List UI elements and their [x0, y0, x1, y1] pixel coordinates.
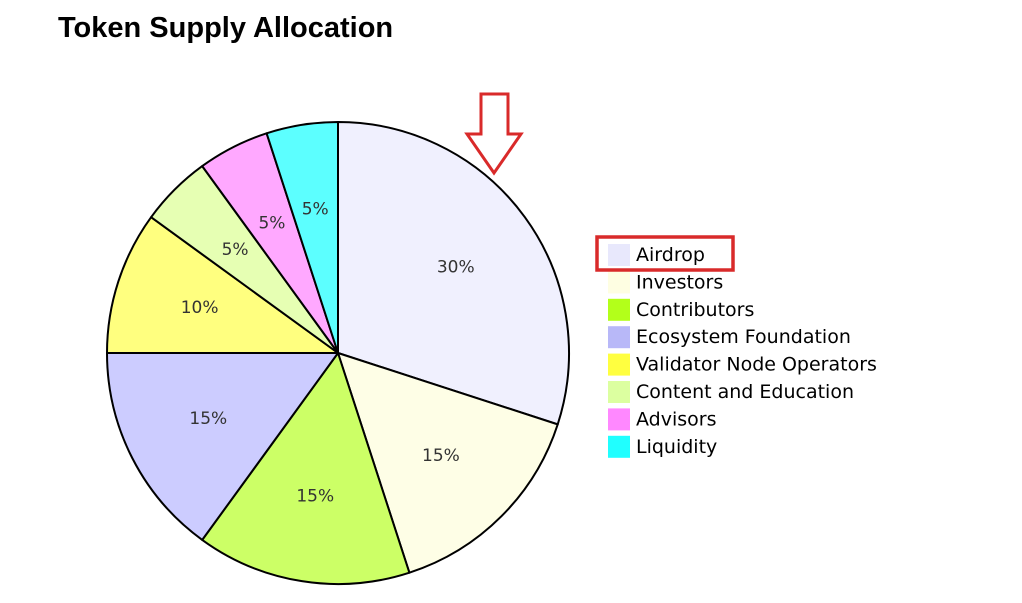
legend-label-validator-node-operators: Validator Node Operators [636, 354, 877, 376]
legend-swatch-advisors [608, 408, 630, 431]
legend-label-investors: Investors [636, 271, 723, 293]
slice-label-ecosystem-foundation: 15% [189, 409, 227, 429]
legend-swatch-airdrop [608, 244, 630, 266]
legend-label-content-and-education: Content and Education [636, 381, 854, 403]
slice-label-airdrop: 30% [437, 257, 475, 277]
legend-swatch-investors [608, 271, 630, 294]
legend-swatch-liquidity [608, 435, 630, 458]
pie-slice-contributors [201, 352, 411, 585]
pie-slice-liquidity [265, 121, 339, 354]
legend-label-contributors: Contributors [636, 299, 754, 321]
legend-swatch-ecosystem-foundation [608, 326, 630, 349]
pie-slice-airdrop [337, 121, 570, 426]
page-title: Token Supply Allocation [58, 12, 394, 44]
annotations [464, 92, 735, 272]
down-arrow-icon [464, 92, 524, 176]
slice-label-content-and-education: 5% [222, 240, 249, 260]
legend-label-liquidity: Liquidity [636, 436, 717, 458]
slice-label-liquidity: 5% [302, 199, 329, 219]
pie-slice-ecosystem-foundation [106, 352, 339, 541]
slice-label-investors: 15% [422, 446, 460, 466]
pie-slice-investors [337, 352, 559, 574]
legend-label-airdrop: Airdrop [636, 244, 705, 266]
slice-label-advisors: 5% [258, 213, 285, 233]
legend-label-ecosystem-foundation: Ecosystem Foundation [636, 326, 851, 348]
slice-label-contributors: 15% [296, 487, 334, 507]
slice-label-validator-node-operators: 10% [181, 298, 219, 318]
pie-slice-validator-node-operators [106, 216, 339, 354]
pie-slices [106, 121, 570, 585]
pie-slice-labels: 30% 15% 15% 15% 10% 5% 5% 5% [181, 199, 475, 506]
legend-highlight-box [595, 235, 735, 272]
legend-swatch-contributors [608, 298, 630, 321]
legend-label-advisors: Advisors [636, 408, 716, 430]
legend-swatch-content-and-education [608, 381, 630, 403]
legend-swatch-validator-node-operators [608, 353, 630, 376]
legend: Airdrop Investors Contributors Ecosystem Fo… [608, 244, 877, 458]
